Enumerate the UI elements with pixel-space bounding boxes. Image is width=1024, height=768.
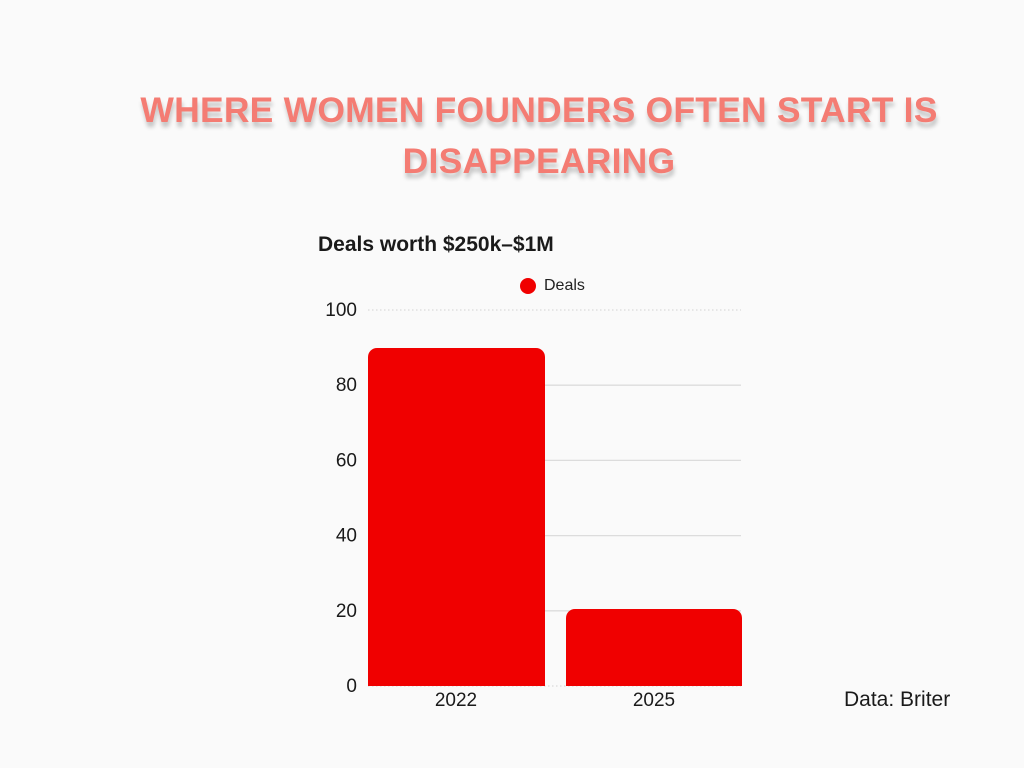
svg-text:100: 100 (325, 300, 357, 321)
svg-text:2025: 2025 (633, 690, 675, 711)
svg-text:60: 60 (336, 450, 357, 471)
svg-text:20: 20 (336, 601, 357, 622)
svg-text:40: 40 (336, 526, 357, 547)
svg-text:0: 0 (346, 676, 357, 697)
svg-text:80: 80 (336, 375, 357, 396)
svg-text:2022: 2022 (435, 690, 477, 711)
